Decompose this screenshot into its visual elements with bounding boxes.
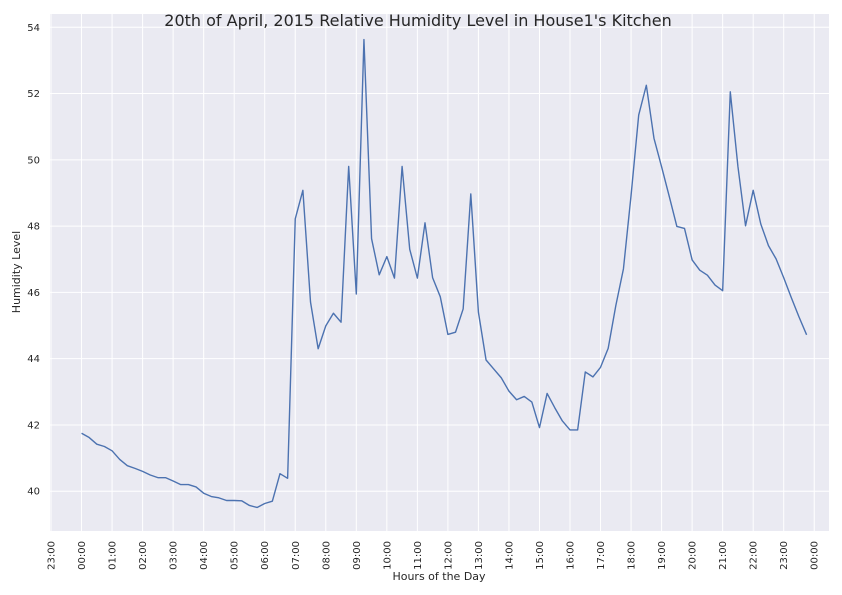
- x-tick-label: 09:00: [352, 541, 363, 570]
- x-tick-label: 08:00: [321, 541, 332, 570]
- x-tick-label: 23:00: [47, 541, 58, 570]
- y-tick-label: 42: [27, 420, 40, 431]
- x-tick-label: 17:00: [596, 541, 607, 570]
- x-axis-label: Hours of the Day: [392, 570, 486, 583]
- x-tick-label: 21:00: [718, 541, 729, 570]
- x-tick-label: 23:00: [779, 541, 790, 570]
- x-tick-label: 00:00: [810, 541, 821, 570]
- y-tick-label: 50: [27, 155, 40, 166]
- x-tick-label: 13:00: [474, 541, 485, 570]
- x-tick-label: 01:00: [108, 541, 119, 570]
- x-gridlines: [50, 14, 815, 531]
- x-tick-label: 07:00: [291, 541, 302, 570]
- y-tick-labels: 40 42 44 46 48 50 52 54: [27, 23, 40, 498]
- x-tick-label: 06:00: [260, 541, 271, 570]
- x-tick-label: 18:00: [627, 541, 638, 570]
- x-tick-label: 02:00: [138, 541, 149, 570]
- x-tick-label: 20:00: [688, 541, 699, 570]
- chart-title: 20th of April, 2015 Relative Humidity Le…: [164, 11, 671, 30]
- x-tick-label: 15:00: [535, 541, 546, 570]
- x-tick-label: 22:00: [749, 541, 760, 570]
- x-tick-label: 10:00: [382, 541, 393, 570]
- x-tick-label: 16:00: [566, 541, 577, 570]
- humidity-series-line: [81, 38, 808, 509]
- y-tick-label: 54: [27, 23, 40, 34]
- y-axis-label: Humidity Level: [10, 231, 23, 313]
- y-tick-label: 40: [27, 487, 40, 498]
- x-tick-label: 11:00: [413, 541, 424, 570]
- y-tick-label: 46: [27, 288, 40, 299]
- y-gridlines: [50, 26, 829, 492]
- x-tick-label: 19:00: [657, 541, 668, 570]
- x-tick-label: 03:00: [169, 541, 180, 570]
- x-tick-label: 12:00: [443, 541, 454, 570]
- x-tick-label: 14:00: [504, 541, 515, 570]
- x-tick-label: 04:00: [199, 541, 210, 570]
- plot-background: [50, 14, 829, 531]
- y-tick-label: 48: [27, 222, 40, 233]
- x-tick-label: 00:00: [77, 541, 88, 570]
- x-tick-labels: 23:00 00:00 01:00 02:00 03:00 04:00 05:00 06:00…: [47, 541, 821, 570]
- x-tick-label: 05:00: [230, 541, 241, 570]
- y-tick-label: 44: [27, 354, 40, 365]
- y-tick-label: 52: [27, 89, 40, 100]
